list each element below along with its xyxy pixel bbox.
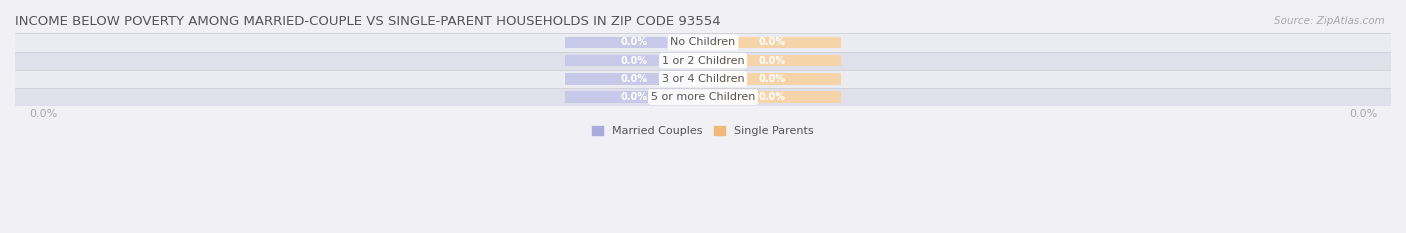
- Bar: [717, 73, 841, 85]
- Bar: [717, 56, 720, 66]
- Bar: [686, 56, 689, 66]
- Bar: [717, 92, 720, 102]
- Text: 0.0%: 0.0%: [620, 74, 647, 84]
- Text: 5 or more Children: 5 or more Children: [651, 92, 755, 102]
- Bar: [686, 37, 689, 48]
- Text: No Children: No Children: [671, 38, 735, 48]
- Text: 0.0%: 0.0%: [620, 56, 647, 66]
- Text: 3 or 4 Children: 3 or 4 Children: [662, 74, 744, 84]
- Bar: [717, 92, 841, 103]
- Bar: [565, 37, 689, 48]
- Bar: [686, 74, 689, 84]
- Text: 0.0%: 0.0%: [28, 109, 58, 119]
- Bar: [15, 51, 1391, 70]
- Bar: [565, 92, 689, 103]
- Bar: [717, 37, 841, 48]
- Bar: [717, 55, 841, 66]
- Legend: Married Couples, Single Parents: Married Couples, Single Parents: [588, 122, 818, 141]
- Text: 0.0%: 0.0%: [620, 92, 647, 102]
- Bar: [15, 88, 1391, 106]
- Bar: [565, 55, 689, 66]
- Bar: [717, 37, 720, 48]
- Bar: [717, 74, 720, 84]
- Text: INCOME BELOW POVERTY AMONG MARRIED-COUPLE VS SINGLE-PARENT HOUSEHOLDS IN ZIP COD: INCOME BELOW POVERTY AMONG MARRIED-COUPL…: [15, 15, 721, 28]
- Text: 0.0%: 0.0%: [1348, 109, 1378, 119]
- Bar: [15, 70, 1391, 88]
- Text: 0.0%: 0.0%: [620, 38, 647, 48]
- Bar: [15, 33, 1391, 51]
- Text: 0.0%: 0.0%: [759, 56, 786, 66]
- Text: 0.0%: 0.0%: [759, 74, 786, 84]
- Bar: [565, 73, 689, 85]
- Text: 1 or 2 Children: 1 or 2 Children: [662, 56, 744, 66]
- Text: 0.0%: 0.0%: [759, 38, 786, 48]
- Text: Source: ZipAtlas.com: Source: ZipAtlas.com: [1274, 16, 1385, 26]
- Text: 0.0%: 0.0%: [759, 92, 786, 102]
- Bar: [686, 92, 689, 102]
